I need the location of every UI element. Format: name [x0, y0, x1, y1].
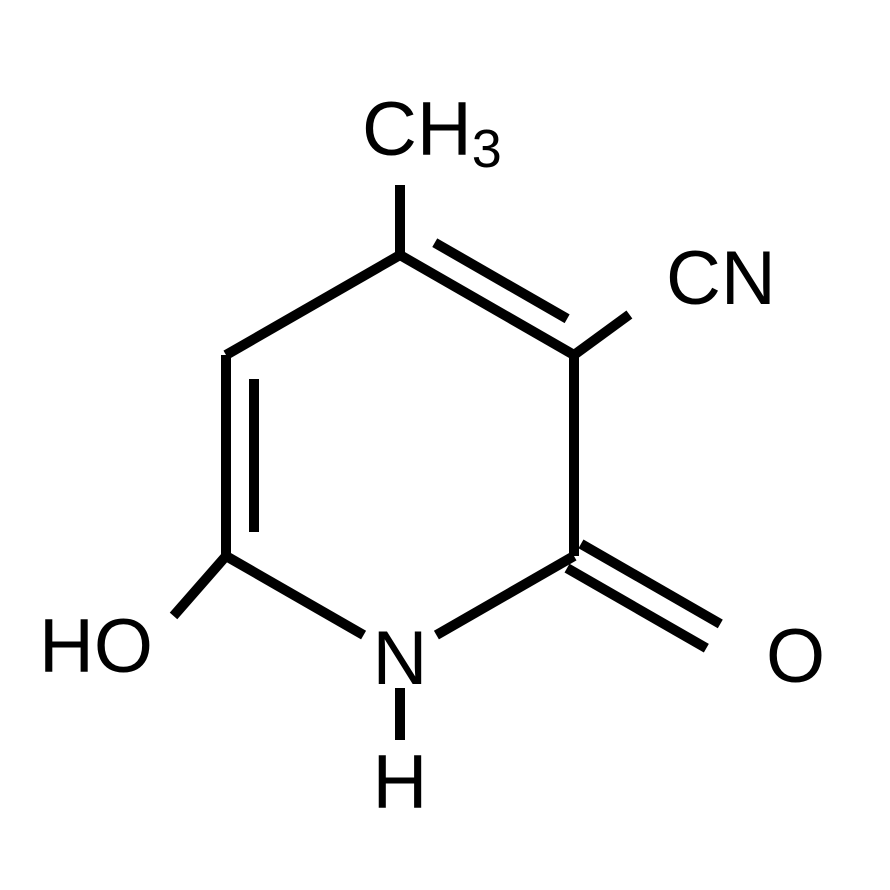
- atom-CN: CN: [666, 236, 776, 321]
- atom-N: N: [373, 616, 428, 701]
- atom-H: H: [373, 740, 428, 825]
- atom-CH3: CH3: [362, 87, 502, 179]
- atom-HO: HO: [39, 604, 153, 689]
- chemical-structure-diagram: NHOHOCNCH3: [0, 0, 890, 890]
- atom-O: O: [766, 614, 825, 699]
